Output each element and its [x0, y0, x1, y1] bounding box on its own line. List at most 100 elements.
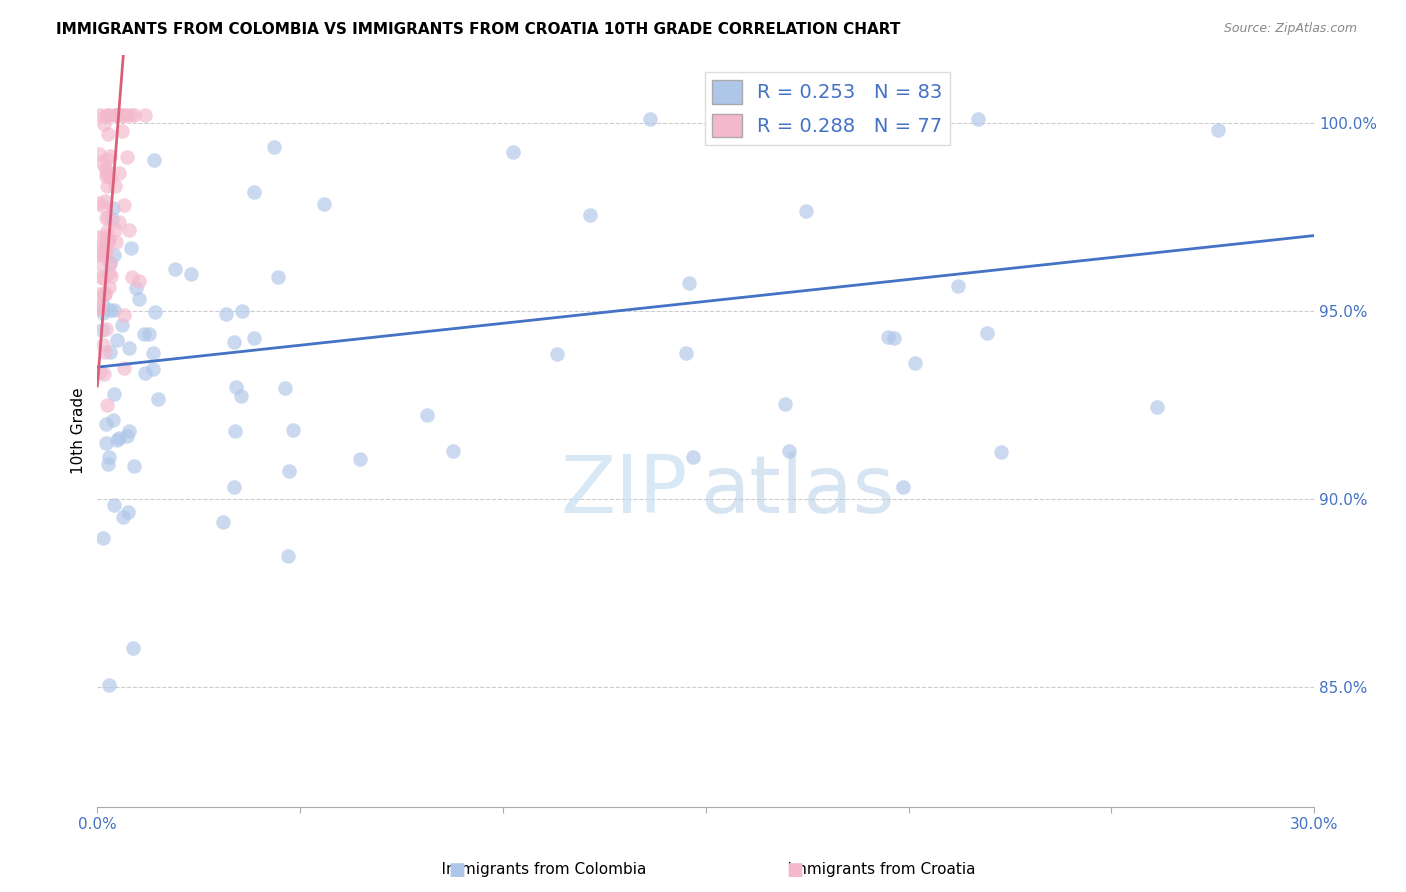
Point: [415, 408, 437, 422]
Point: [96, 169, 118, 184]
Point: [112, 360, 135, 375]
Point: [97, 210, 120, 224]
Point: [105, 433, 128, 447]
Point: [91, 306, 114, 320]
Text: ZIP: ZIP: [560, 452, 688, 530]
Point: [108, 431, 131, 445]
Point: [796, 203, 818, 218]
Point: [105, 333, 128, 347]
Point: [105, 108, 128, 122]
Point: [90, 154, 112, 169]
Point: [107, 215, 129, 229]
Point: [1146, 400, 1168, 414]
Point: [877, 330, 900, 344]
Point: [122, 108, 145, 122]
Point: [121, 641, 143, 656]
Point: [976, 326, 998, 340]
Point: [143, 153, 166, 167]
Point: [128, 274, 150, 288]
Point: [89, 147, 111, 161]
Point: [94, 417, 117, 431]
Text: ■: ■: [786, 861, 803, 879]
Point: [778, 444, 800, 458]
Point: [98, 302, 121, 317]
Point: [94, 229, 117, 244]
Point: [90, 240, 112, 254]
Point: [104, 108, 127, 122]
Point: [111, 124, 134, 138]
Point: [104, 179, 127, 194]
Point: [112, 108, 135, 122]
Point: [89, 108, 111, 122]
Point: [98, 255, 121, 269]
Point: [1206, 122, 1229, 136]
Point: [90, 257, 112, 271]
Point: [215, 307, 238, 321]
Point: [775, 397, 797, 411]
Point: [97, 678, 120, 692]
Point: [115, 429, 138, 443]
Point: [94, 436, 117, 450]
Point: [90, 248, 112, 262]
Point: [132, 327, 155, 342]
Point: [163, 262, 186, 277]
Text: IMMIGRANTS FROM COLOMBIA VS IMMIGRANTS FROM CROATIA 10TH GRADE CORRELATION CHART: IMMIGRANTS FROM COLOMBIA VS IMMIGRANTS F…: [56, 22, 901, 37]
Point: [122, 458, 145, 473]
Point: [115, 150, 138, 164]
Point: [107, 108, 129, 122]
Point: [89, 365, 111, 379]
Point: [94, 245, 117, 260]
Point: [283, 423, 305, 437]
Point: [678, 276, 700, 290]
Point: [93, 117, 115, 131]
Text: Source: ZipAtlas.com: Source: ZipAtlas.com: [1223, 22, 1357, 36]
Point: [90, 248, 112, 262]
Point: [118, 424, 141, 438]
Point: [97, 108, 120, 122]
Point: [117, 505, 139, 519]
Point: [242, 331, 264, 345]
Point: [121, 269, 143, 284]
Point: [103, 386, 125, 401]
Point: [98, 450, 121, 464]
Point: [103, 302, 125, 317]
Point: [91, 298, 114, 312]
Point: [89, 301, 111, 315]
Point: [94, 245, 117, 260]
Point: [98, 280, 121, 294]
Point: [98, 234, 121, 248]
Text: atlas: atlas: [700, 452, 894, 530]
Point: [124, 281, 146, 295]
Point: [90, 270, 112, 285]
Point: [94, 286, 117, 301]
Point: [990, 445, 1012, 459]
Point: [682, 450, 704, 465]
Point: [89, 230, 111, 244]
Point: [502, 145, 524, 160]
Point: [112, 309, 135, 323]
Point: [96, 163, 118, 178]
Point: [118, 223, 141, 237]
Point: [94, 194, 117, 208]
Point: [138, 326, 160, 341]
Point: [120, 108, 142, 122]
Text: ■: ■: [449, 861, 465, 879]
Point: [142, 346, 165, 360]
Point: [891, 480, 914, 494]
Point: [94, 322, 117, 336]
Point: [243, 185, 266, 199]
Point: [904, 355, 927, 369]
Point: [277, 549, 299, 563]
Point: [101, 201, 124, 215]
Text: Immigrants from Croatia: Immigrants from Croatia: [768, 863, 976, 877]
Legend: R = 0.253   N = 83, R = 0.288   N = 77: R = 0.253 N = 83, R = 0.288 N = 77: [704, 72, 950, 145]
Point: [143, 305, 166, 319]
Y-axis label: 10th Grade: 10th Grade: [72, 388, 86, 475]
Point: [117, 341, 139, 355]
Point: [148, 392, 170, 407]
Point: [225, 380, 247, 394]
Point: [94, 211, 117, 226]
Point: [96, 167, 118, 181]
Point: [94, 344, 117, 359]
Point: [134, 366, 156, 380]
